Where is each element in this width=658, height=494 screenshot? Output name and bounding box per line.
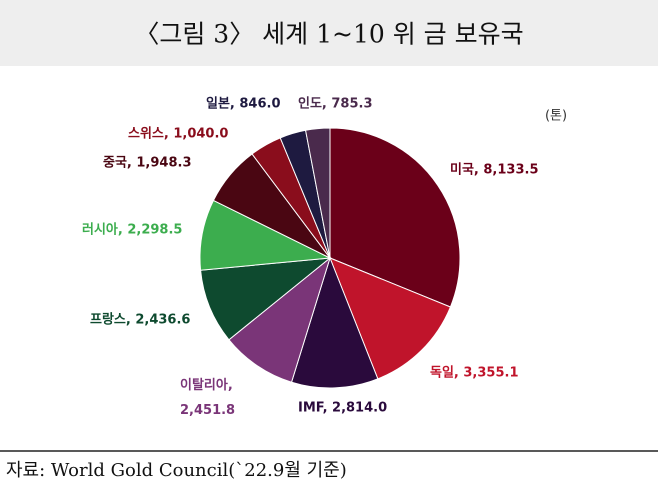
slice-label: 미국, 8,133.5: [450, 162, 539, 178]
pie-slice: [304, 127, 331, 259]
slice-label: 스위스, 1,040.0: [128, 127, 228, 142]
slice-label: 러시아, 2,298.5: [82, 222, 182, 238]
pie-slice: [329, 257, 452, 380]
header-band: [0, 0, 658, 66]
slice-label: 중국, 1,948.3: [103, 156, 192, 171]
pie-slice: [329, 127, 461, 308]
pie-slice: [200, 257, 332, 341]
slice-label: 인도, 785.3: [298, 96, 373, 112]
chart-title: 〈그림 3〉 세계 1~10 위 금 보유국: [134, 20, 523, 49]
slice-label: 독일, 3,355.1: [430, 366, 519, 381]
unit-label: (톤): [545, 109, 567, 124]
source-note: 자료: World Gold Council(`22.9월 기준): [6, 460, 347, 481]
pie-slice: [228, 256, 331, 383]
slice-label: 프랑스, 2,436.6: [90, 313, 190, 328]
slice-label: IMF, 2,814.0: [298, 401, 387, 416]
slice-label: 일본, 846.0: [206, 97, 281, 112]
slice-label: 이탈리아, 2,451.8: [180, 377, 235, 418]
pie-slice: [290, 256, 379, 389]
